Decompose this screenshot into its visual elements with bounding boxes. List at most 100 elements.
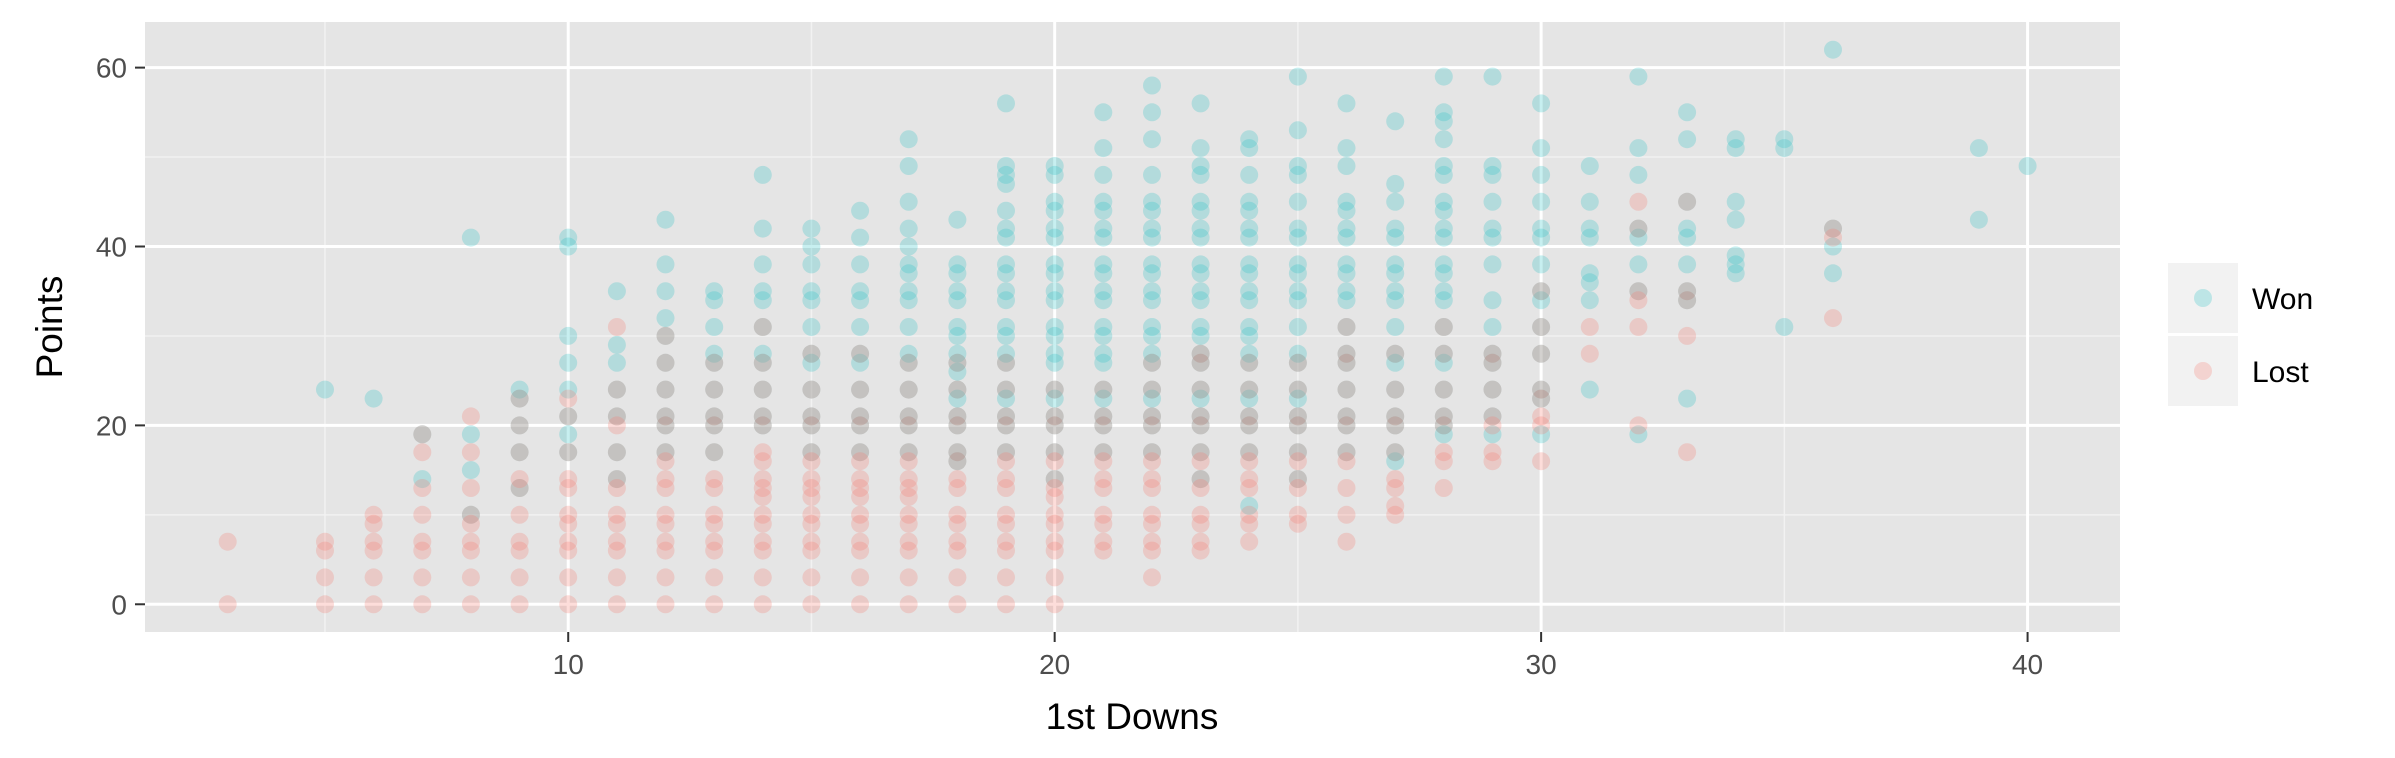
point-won bbox=[1532, 425, 1551, 444]
point-lost bbox=[218, 532, 237, 551]
point-lost bbox=[559, 541, 578, 560]
point-won bbox=[1094, 228, 1113, 247]
point-won bbox=[1580, 264, 1599, 283]
point-lost bbox=[705, 541, 724, 560]
point-won bbox=[461, 425, 480, 444]
point-won bbox=[1726, 139, 1745, 158]
point-lost bbox=[607, 407, 626, 426]
point-won bbox=[1240, 318, 1259, 336]
point-lost bbox=[1678, 282, 1697, 301]
point-won bbox=[510, 416, 529, 435]
point-won bbox=[948, 407, 967, 426]
point-won bbox=[753, 407, 772, 426]
point-won bbox=[1288, 67, 1307, 86]
point-won bbox=[1045, 201, 1064, 220]
point-won bbox=[559, 425, 578, 444]
point-lost bbox=[753, 487, 772, 506]
point-lost bbox=[1337, 318, 1356, 336]
point-lost bbox=[1629, 416, 1648, 435]
point-lost bbox=[1094, 416, 1113, 435]
point-won bbox=[1337, 416, 1356, 435]
point-lost bbox=[1386, 416, 1405, 435]
point-won bbox=[1337, 255, 1356, 274]
point-won bbox=[1240, 407, 1259, 426]
point-won bbox=[510, 479, 529, 497]
point-lost bbox=[559, 443, 578, 462]
point-won bbox=[753, 282, 772, 301]
point-won bbox=[1143, 219, 1161, 238]
point-lost bbox=[899, 541, 918, 560]
point-lost bbox=[1824, 228, 1842, 247]
point-won bbox=[1434, 380, 1453, 399]
point-won bbox=[1678, 130, 1697, 149]
point-won bbox=[1288, 443, 1307, 462]
point-won bbox=[656, 407, 675, 426]
point-lost bbox=[559, 514, 578, 533]
point-won bbox=[1045, 389, 1064, 408]
point-lost bbox=[1191, 452, 1210, 471]
point-won bbox=[997, 291, 1015, 310]
point-won bbox=[997, 326, 1015, 345]
point-won bbox=[1532, 380, 1551, 399]
point-won bbox=[1726, 192, 1745, 211]
point-lost bbox=[656, 326, 675, 345]
y-axis-title: Points bbox=[29, 276, 70, 379]
point-won bbox=[1191, 201, 1210, 220]
point-lost bbox=[851, 452, 870, 471]
point-lost bbox=[364, 595, 383, 614]
point-lost bbox=[753, 514, 772, 533]
point-won bbox=[1678, 291, 1697, 310]
point-won bbox=[1532, 228, 1551, 247]
point-lost bbox=[948, 416, 967, 435]
point-won bbox=[802, 237, 821, 256]
point-won bbox=[1775, 139, 1794, 158]
point-lost bbox=[753, 452, 772, 471]
point-lost bbox=[510, 568, 529, 587]
point-lost bbox=[559, 479, 578, 497]
point-lost bbox=[1434, 443, 1453, 462]
point-won bbox=[559, 237, 578, 256]
point-won bbox=[1288, 380, 1307, 399]
point-won bbox=[559, 407, 578, 426]
point-won bbox=[948, 443, 967, 462]
point-lost bbox=[559, 505, 578, 524]
point-won bbox=[997, 380, 1015, 399]
point-lost bbox=[753, 470, 772, 489]
point-won bbox=[899, 380, 918, 399]
point-won bbox=[948, 344, 967, 363]
point-won bbox=[1240, 416, 1259, 435]
point-won bbox=[510, 380, 529, 399]
point-won bbox=[1191, 380, 1210, 399]
point-lost bbox=[1288, 479, 1307, 497]
point-won bbox=[997, 228, 1015, 247]
point-lost bbox=[948, 568, 967, 587]
point-lost bbox=[559, 389, 578, 408]
point-won bbox=[1191, 228, 1210, 247]
point-lost bbox=[1386, 470, 1405, 489]
point-lost bbox=[997, 353, 1015, 372]
point-won bbox=[753, 165, 772, 184]
point-lost bbox=[1191, 532, 1210, 551]
point-lost bbox=[1191, 380, 1210, 399]
point-lost bbox=[1094, 514, 1113, 533]
point-lost bbox=[802, 416, 821, 435]
point-won bbox=[1288, 407, 1307, 426]
point-lost bbox=[705, 479, 724, 497]
point-won bbox=[1386, 112, 1405, 131]
point-won bbox=[1045, 157, 1064, 175]
point-won bbox=[607, 282, 626, 301]
point-won bbox=[1775, 130, 1794, 149]
point-won bbox=[1288, 291, 1307, 310]
point-lost bbox=[1240, 514, 1259, 533]
point-won bbox=[1240, 139, 1259, 158]
point-won bbox=[899, 157, 918, 175]
point-lost bbox=[1532, 282, 1551, 301]
point-lost bbox=[1045, 452, 1064, 471]
point-won bbox=[1094, 443, 1113, 462]
point-won bbox=[1094, 201, 1113, 220]
point-won bbox=[1337, 94, 1356, 113]
point-won bbox=[1240, 282, 1259, 301]
point-won bbox=[1532, 282, 1551, 301]
point-lost bbox=[413, 425, 432, 444]
point-won bbox=[1045, 165, 1064, 184]
